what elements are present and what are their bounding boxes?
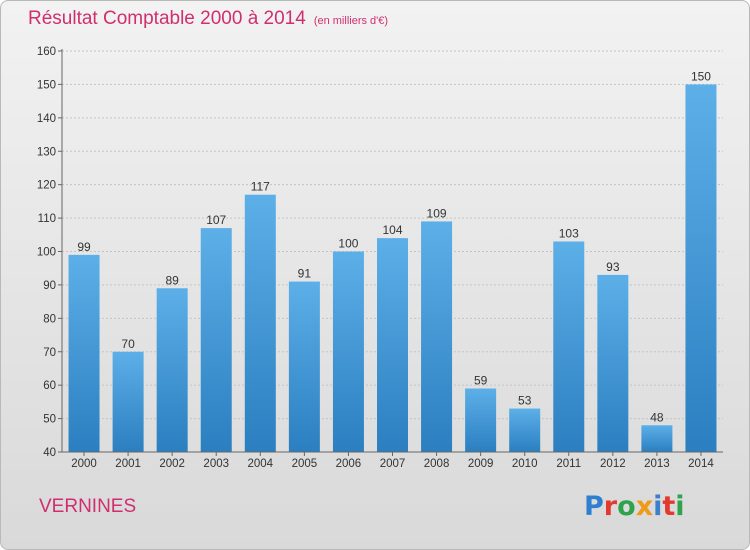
x-tick-label: 2012 <box>600 458 626 470</box>
bar-value-label: 70 <box>121 337 135 351</box>
y-tick-label: 150 <box>37 79 56 91</box>
x-tick-label: 2002 <box>159 458 185 470</box>
title-text: Résultat Comptable 2000 à 2014 <box>28 8 306 29</box>
bar <box>421 221 453 452</box>
y-tick-label: 120 <box>37 180 56 192</box>
logo-letter: i <box>653 491 663 522</box>
bar <box>509 408 541 452</box>
bar-value-label: 100 <box>338 237 358 251</box>
y-tick-label: 60 <box>43 380 56 392</box>
bar-value-label: 48 <box>650 410 664 424</box>
bar <box>641 425 673 452</box>
bar-value-label: 117 <box>251 180 270 194</box>
bar-value-label: 107 <box>206 213 226 227</box>
bar-value-label: 53 <box>518 394 532 408</box>
bar-value-label: 93 <box>606 260 620 274</box>
y-tick-label: 140 <box>37 113 56 125</box>
x-tick-label: 2014 <box>688 458 714 470</box>
bar <box>597 274 629 452</box>
bar <box>200 228 232 452</box>
axes: 40 50 60 70 80 90 100 110 120 130 140 150 160 2000 200… <box>37 46 723 470</box>
bar <box>68 254 100 452</box>
bar-value-label: 59 <box>474 374 488 388</box>
bar <box>156 288 188 452</box>
logo-letter: i <box>675 491 685 522</box>
logo-letter: P <box>584 491 604 522</box>
x-tick-label: 2001 <box>115 458 141 470</box>
x-tick-label: 2011 <box>556 458 581 470</box>
y-tick-label: 80 <box>43 313 56 325</box>
bar <box>332 251 364 452</box>
x-tick-label: 2008 <box>424 458 450 470</box>
x-tick-label: 2005 <box>292 458 318 470</box>
logo-letter: r <box>603 491 618 522</box>
bar <box>244 194 276 453</box>
x-tick-label: 2004 <box>248 458 274 470</box>
bar-value-label: 104 <box>382 223 402 237</box>
commune-name: VERNINES <box>39 496 137 517</box>
x-tick-label: 2009 <box>468 458 494 470</box>
bar-value-label: 99 <box>77 240 91 254</box>
bar <box>553 241 585 452</box>
x-tick-label: 2003 <box>203 458 229 470</box>
logo-letter: t <box>662 491 676 522</box>
y-tick-label: 50 <box>43 414 56 426</box>
bar <box>288 281 320 452</box>
y-tick-label: 70 <box>43 347 56 359</box>
y-tick-label: 100 <box>37 247 56 259</box>
bar-value-label: 91 <box>298 267 312 281</box>
proxiti-logo: Proxiti <box>584 491 685 522</box>
bar-value-label: 103 <box>559 226 579 240</box>
bar <box>112 351 144 452</box>
y-tick-label: 90 <box>43 280 56 292</box>
x-tick-label: 2013 <box>644 458 670 470</box>
bar-value-label: 150 <box>691 69 711 83</box>
logo-letter: o <box>617 491 636 522</box>
chart-subtitle: (en milliers d'€) <box>313 15 389 27</box>
bar <box>465 388 497 452</box>
logo-letter: x <box>635 491 654 522</box>
y-tick-label: 160 <box>37 46 56 58</box>
x-tick-label: 2000 <box>71 458 97 470</box>
bar <box>377 238 408 452</box>
y-tick-label: 130 <box>37 146 56 158</box>
chart-title: Résultat Comptable 2000 à 2014 (en millie… <box>28 8 388 30</box>
y-tick-label: 110 <box>38 213 56 225</box>
y-tick-label: 40 <box>43 447 56 459</box>
x-tick-label: 2007 <box>380 458 406 470</box>
bar <box>685 84 717 453</box>
x-tick-label: 2010 <box>512 458 538 470</box>
bar-value-label: 89 <box>165 273 179 287</box>
x-tick-label: 2006 <box>336 458 362 470</box>
bar-value-label: 109 <box>427 206 447 220</box>
bars: 99 70 89 107 117 91 100 104 109 59 53 103 93 48 150 <box>68 69 717 453</box>
